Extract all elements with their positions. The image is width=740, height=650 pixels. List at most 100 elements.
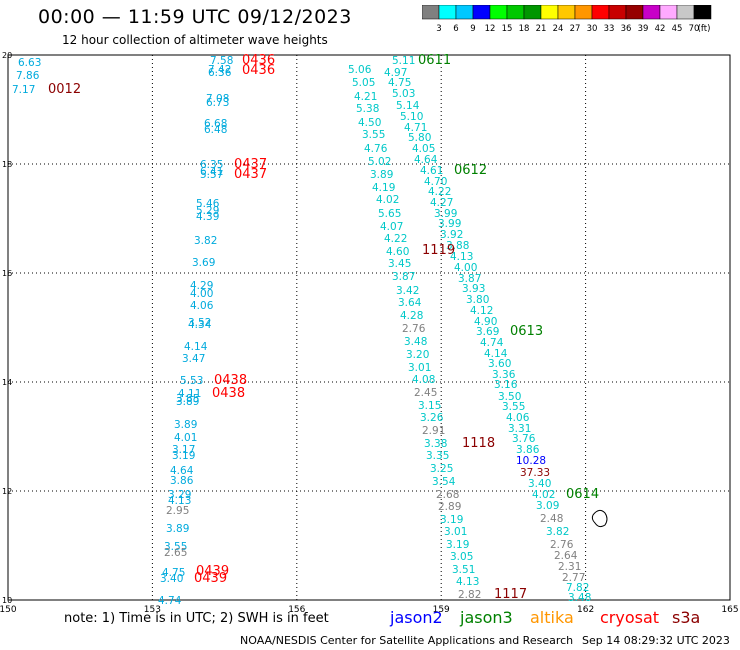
wave-height-value: 3.48 — [568, 592, 591, 604]
wave-height-value: 3.01 — [408, 362, 431, 374]
latitude-tick-label: 18 — [2, 160, 12, 169]
wave-height-value: 4.07 — [380, 221, 403, 233]
pass-time-label: 0436 — [242, 63, 275, 78]
wave-height-value: 4.22 — [428, 186, 451, 198]
wave-height-value: 2.89 — [438, 501, 461, 513]
latitude-tick-label: 10 — [2, 596, 12, 605]
pass-time-label: 1118 — [462, 436, 495, 451]
wave-height-value: 3.45 — [388, 258, 411, 270]
wave-height-value: 3.25 — [430, 463, 453, 475]
wave-height-value: 3.80 — [466, 294, 489, 306]
wave-height-value: 2.95 — [166, 505, 189, 517]
wave-height-value: 4.34 — [188, 319, 212, 331]
wave-height-value: 3.76 — [512, 433, 536, 445]
colorbar-tick-label: 39 — [638, 24, 649, 34]
pass-time-label: 0438 — [212, 386, 245, 401]
wave-height-value: 4.75 — [388, 77, 411, 89]
pass-time-label: 1119 — [422, 243, 455, 258]
wave-height-value: 4.50 — [358, 117, 381, 129]
wave-height-value: 4.14 — [484, 348, 508, 360]
wave-height-value: 2.64 — [554, 550, 578, 562]
latitude-tick-label: 16 — [2, 269, 12, 278]
wave-height-value: 3.89 — [166, 523, 189, 535]
wave-height-value: 4.06 — [190, 300, 214, 312]
wave-height-value: 5.57 — [200, 169, 223, 181]
legend-jason3: jason3 — [460, 608, 513, 627]
wave-height-value: 4.12 — [470, 305, 493, 317]
wave-height-value: 5.65 — [378, 208, 401, 220]
wave-height-value: 4.60 — [386, 246, 409, 258]
pass-time-label: 1117 — [494, 587, 527, 602]
wave-height-value: 5.06 — [348, 64, 372, 76]
legend-cryosat: cryosat — [600, 608, 660, 627]
wave-height-value: 2.91 — [422, 425, 445, 437]
pass-time-label: 0611 — [418, 53, 451, 68]
wave-height-value: 5.29 — [196, 205, 219, 217]
wave-height-value: 4.06 — [506, 412, 530, 424]
colorbar-tick-label: 6 — [453, 24, 458, 34]
pass-time-label: 0436 — [242, 53, 275, 68]
wave-height-value: 4.75 — [162, 567, 185, 579]
wave-height-value: 3.17 — [172, 444, 195, 456]
wave-height-value: 3.19 — [446, 539, 469, 551]
colorbar-tick-label: 24 — [553, 24, 564, 34]
wave-height-value: 7.17 — [12, 84, 35, 96]
wave-height-value: 4.05 — [412, 143, 435, 155]
longitude-tick-label: 165 — [721, 605, 738, 615]
wave-height-value: 2.31 — [558, 561, 581, 573]
wave-height-value: 5.03 — [392, 88, 415, 100]
wave-height-value: 4.76 — [364, 143, 388, 155]
wave-height-value: 7.08 — [206, 93, 229, 105]
wave-height-value: 4.97 — [384, 67, 407, 79]
latitude-tick-label: 14 — [2, 378, 12, 387]
wave-height-value: 4.00 — [454, 262, 477, 274]
pass-time-label: 0439 — [194, 571, 227, 586]
wave-height-value: 3.19 — [172, 450, 195, 462]
wave-height-value: 5.10 — [400, 111, 423, 123]
wave-height-value: 2.65 — [164, 547, 187, 559]
wave-height-value: 5.80 — [408, 132, 431, 144]
wave-height-value: 4.13 — [168, 495, 191, 507]
wave-height-value: 3.54 — [432, 476, 456, 488]
wave-height-value: 6.48 — [204, 124, 227, 136]
wave-height-value: 3.42 — [396, 285, 419, 297]
longitude-tick-label: 159 — [433, 605, 450, 615]
wave-height-value: 4.21 — [354, 91, 377, 103]
wave-height-value: 3.99 — [434, 208, 457, 220]
legend-jason2: jason2 — [390, 608, 443, 627]
wave-height-value: 3.60 — [488, 358, 511, 370]
wave-height-value: 3.82 — [194, 235, 217, 247]
pass-time-label: 0437 — [234, 167, 267, 182]
longitude-tick-label: 156 — [288, 605, 305, 615]
wave-height-value: 3.19 — [440, 514, 463, 526]
longitude-tick-label: 150 — [0, 605, 17, 615]
wave-height-value: 4.02 — [532, 489, 555, 501]
pass-time-label: 0612 — [454, 163, 487, 178]
wave-height-value: 7.42 — [208, 64, 231, 76]
wave-height-value: 5.02 — [368, 156, 391, 168]
wave-height-value: 4.64 — [414, 154, 438, 166]
wave-height-value: 3.20 — [406, 349, 429, 361]
wave-height-value: 7.82 — [566, 582, 589, 594]
wave-height-value: 4.28 — [400, 310, 423, 322]
wave-height-value: 3.55 — [164, 541, 187, 553]
wave-height-value: 4.71 — [404, 122, 427, 134]
pass-time-label: 0614 — [566, 487, 599, 502]
wave-height-value: 4.08 — [412, 374, 435, 386]
wave-height-value: 4.01 — [174, 432, 197, 444]
wave-height-value: 3.29 — [168, 489, 191, 501]
wave-height-value: 3.55 — [362, 129, 385, 141]
wave-height-value: 3.51 — [452, 564, 475, 576]
wave-height-value: 3.55 — [502, 401, 525, 413]
wave-height-value: 4.90 — [474, 316, 497, 328]
wave-height-value: 4.00 — [190, 288, 213, 300]
wave-height-value: 3.89 — [176, 396, 199, 408]
wave-height-value: 3.40 — [528, 478, 551, 490]
wave-height-value: 5.11 — [392, 55, 415, 67]
wave-height-value: 3.82 — [546, 526, 569, 538]
wave-height-value: 2.76 — [550, 539, 574, 551]
pass-time-label: 0439 — [196, 564, 229, 579]
wave-height-value: 4.74 — [480, 337, 504, 349]
wave-height-value: 4.39 — [196, 211, 219, 223]
colorbar-tick-label: 18 — [519, 24, 530, 34]
